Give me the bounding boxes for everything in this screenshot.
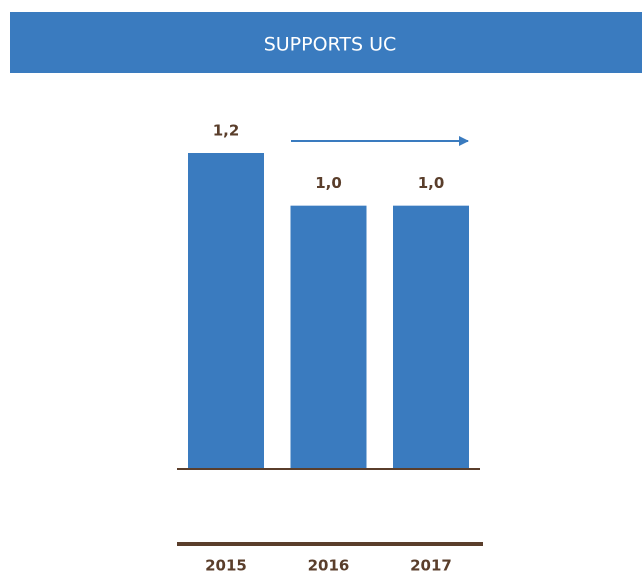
chart-title: SUPPORTS UC (264, 34, 397, 56)
bar (188, 153, 264, 469)
x-tick-label: 2017 (410, 557, 452, 573)
value-label: 1,0 (315, 174, 342, 192)
value-label: 1,2 (213, 122, 240, 140)
bar (290, 205, 367, 469)
x-tick-label: 2015 (205, 557, 247, 573)
x-tick-label: 2016 (308, 557, 350, 573)
title-band (10, 12, 642, 73)
bar (393, 205, 469, 469)
value-label: 1,0 (418, 174, 445, 192)
